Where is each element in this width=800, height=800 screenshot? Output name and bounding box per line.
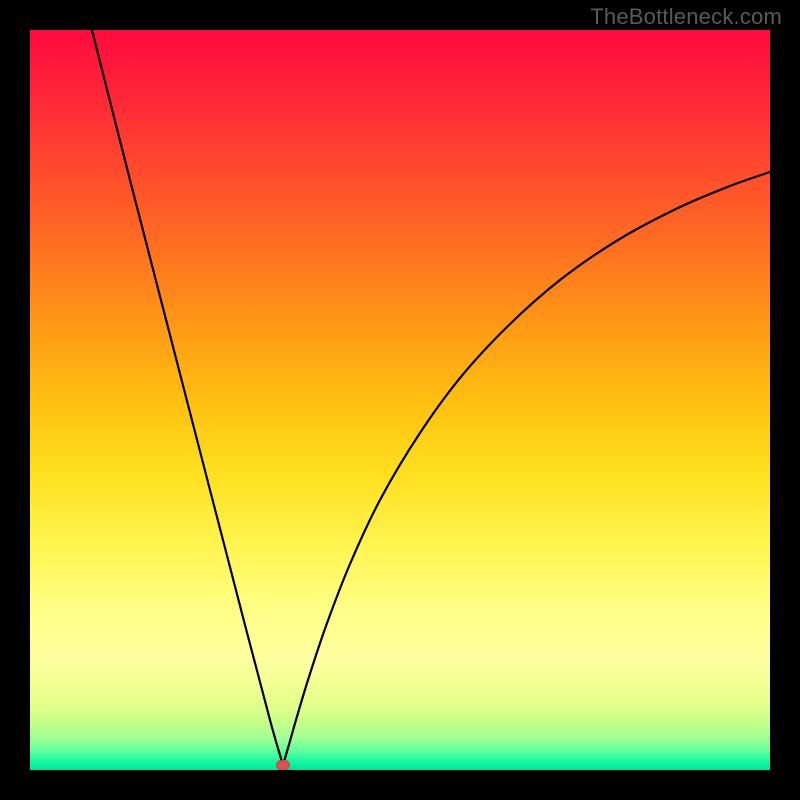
chart-background — [30, 30, 770, 770]
chart-svg — [0, 0, 800, 800]
vertex-marker — [276, 760, 290, 770]
watermark-text: TheBottleneck.com — [590, 4, 782, 30]
chart-frame: TheBottleneck.com — [0, 0, 800, 800]
